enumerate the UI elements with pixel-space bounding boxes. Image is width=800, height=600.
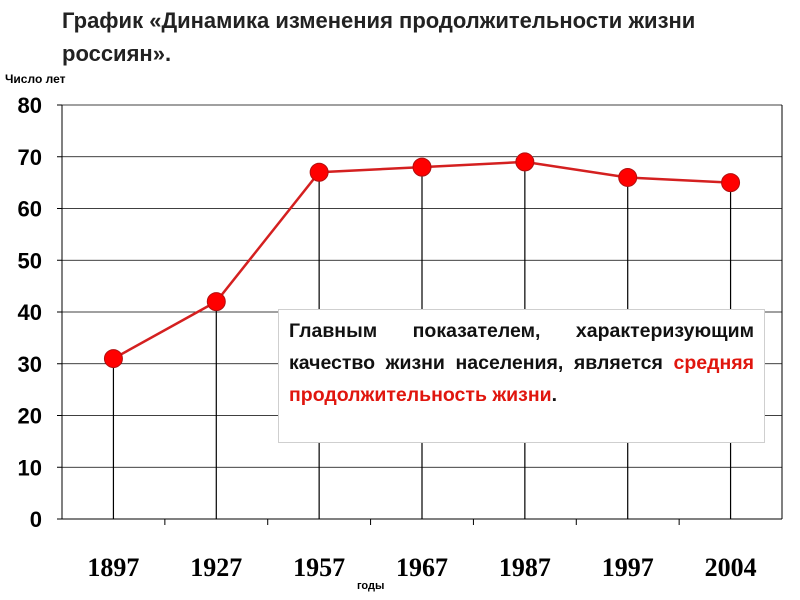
chart-axes [57, 104, 783, 525]
x-axis-label: годы [357, 580, 384, 592]
x-tick-label: 1957 [293, 553, 345, 582]
y-tick-label: 20 [18, 404, 42, 429]
x-tick-label: 1997 [602, 553, 654, 582]
x-tick-labels: 1897 1927 1957 1967 1987 1997 2004 [87, 553, 756, 582]
data-point [103, 349, 123, 369]
data-point [309, 162, 329, 182]
x-tick-label: 1897 [87, 553, 139, 582]
x-tick-label: 1967 [396, 553, 448, 582]
x-tick-label: 1927 [190, 553, 242, 582]
y-tick-label: 10 [18, 455, 42, 480]
page-title: График «Динамика изменения продолжительн… [62, 8, 696, 66]
x-tick-label: 1987 [499, 553, 551, 582]
info-callout: Главным показателем, характеризующим кач… [278, 309, 765, 443]
data-point [515, 152, 535, 172]
y-tick-label: 30 [18, 352, 42, 377]
data-point [412, 157, 432, 177]
y-tick-label: 0 [30, 507, 42, 532]
data-markers [103, 152, 741, 369]
y-tick-label: 70 [18, 145, 42, 170]
x-tick-label: 2004 [705, 553, 757, 582]
data-point [721, 173, 741, 193]
data-point [618, 167, 638, 187]
callout-end: . [551, 384, 558, 406]
y-tick-labels: 0 10 20 30 40 50 60 70 80 [18, 93, 42, 532]
y-axis-label: Число лет [5, 72, 66, 86]
callout-highlight: средняя продолжительность жизни [289, 352, 754, 406]
data-point [206, 292, 226, 312]
y-tick-label: 80 [18, 93, 42, 118]
y-tick-label: 50 [18, 248, 42, 273]
y-tick-label: 60 [18, 197, 42, 222]
callout-text: Главным показателем, характеризующим кач… [289, 320, 754, 374]
y-tick-label: 40 [18, 300, 42, 325]
